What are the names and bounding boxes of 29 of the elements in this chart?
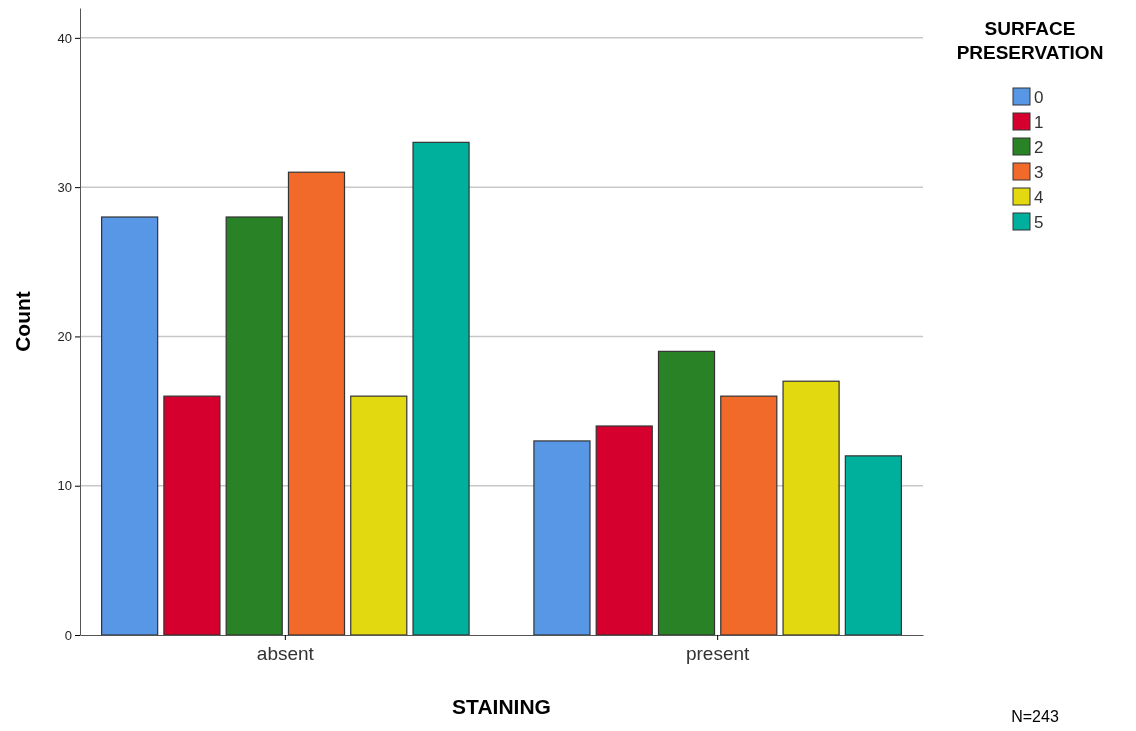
legend-title: SURFACE PRESERVATION [956, 18, 1104, 63]
bar [350, 395, 408, 636]
bar [287, 171, 346, 636]
bar [533, 440, 591, 636]
bar [657, 350, 716, 636]
legend-label: 0 [1034, 88, 1044, 107]
y-tick-label: 0 [64, 627, 72, 643]
bar [720, 395, 778, 636]
x-tick-label: present [685, 643, 751, 665]
y-tick-label: 30 [57, 179, 72, 195]
y-tick-label: 10 [57, 478, 72, 494]
text: N=243 [1011, 708, 1059, 725]
legend-label: 2 [1034, 138, 1044, 157]
y-axis-title: Count [11, 291, 34, 352]
legend-label: 1 [1034, 113, 1044, 132]
legend-label: 3 [1034, 163, 1044, 182]
x-axis-title: STAINING [452, 695, 551, 718]
legend-label: 4 [1034, 188, 1044, 207]
bar [163, 395, 221, 636]
bar [844, 455, 902, 636]
y-tick-label: 20 [57, 329, 72, 345]
x-tick-label: absent [256, 643, 315, 665]
legend-label: 5 [1034, 213, 1044, 232]
bar [782, 380, 840, 636]
bar [225, 216, 283, 636]
y-tick-label: 40 [57, 30, 72, 46]
bar [101, 216, 159, 636]
bar [595, 425, 653, 636]
bar [412, 141, 470, 636]
